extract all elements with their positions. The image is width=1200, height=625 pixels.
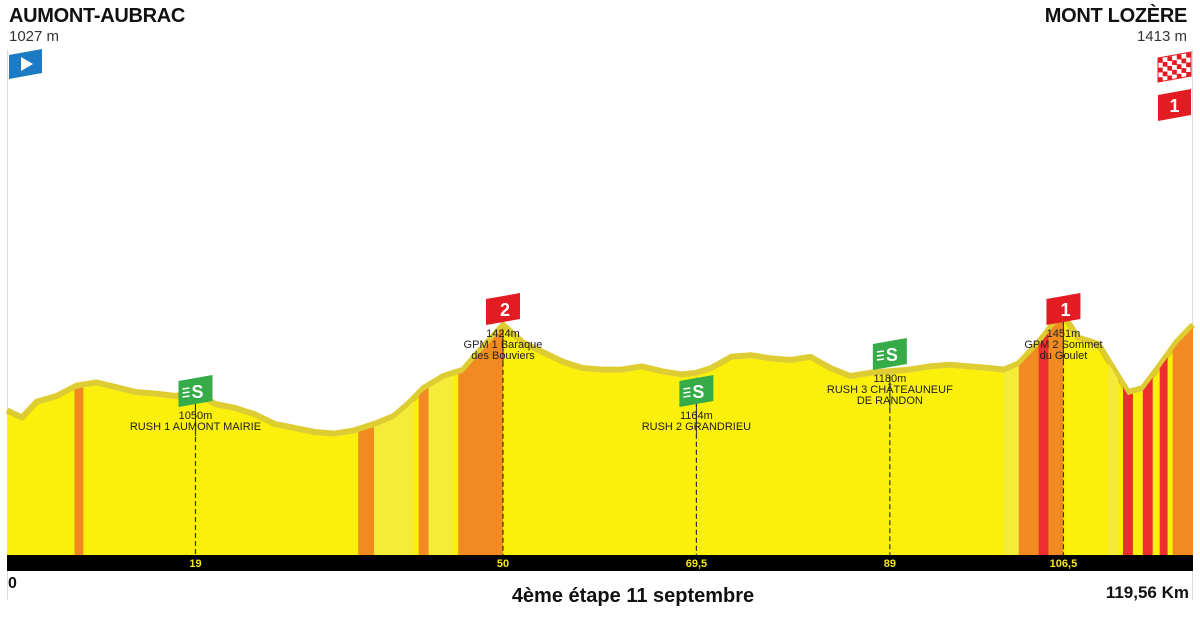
finish-category-badge: 1 [1158, 89, 1191, 121]
gradient-zone-very_steep [1123, 387, 1133, 555]
marker-altitude: 1180m [873, 373, 906, 385]
marker-badge-label: 2 [500, 300, 510, 320]
profile-area [7, 318, 1193, 555]
finish-flag-icon [1157, 51, 1192, 83]
speed-lines-icon [876, 358, 884, 361]
gradient-zone-moderate [1108, 363, 1118, 555]
gradient-zone-moderate [428, 375, 454, 555]
km-tick-label: 19 [189, 558, 201, 570]
speed-lines-icon [683, 395, 691, 398]
speed-lines-icon [683, 391, 691, 394]
marker-altitude: 1164m [680, 410, 713, 422]
distance-axis-bar [7, 555, 1193, 571]
km-tick-label: 69,5 [686, 558, 707, 570]
km-tick-label: 50 [497, 558, 509, 570]
start-flag-icon [9, 49, 42, 79]
start-city: AUMONT-AUBRAC [9, 5, 186, 27]
gradient-zone-steep [1048, 318, 1064, 555]
speed-lines-icon [182, 391, 190, 394]
finish-city: MONT LOZÈRE [1044, 5, 1188, 27]
marker-badge-label: S [191, 382, 203, 402]
marker-altitude: 1424m [486, 328, 520, 340]
gradient-zone-moderate [1003, 366, 1019, 555]
climb-category-badge [485, 293, 520, 325]
marker-badge-label: S [886, 345, 898, 365]
marker-badge-label: S [692, 382, 704, 402]
gradient-zone-steep [1018, 345, 1039, 555]
climb-category-badge [1046, 293, 1081, 325]
gradient-zone-steep [418, 388, 429, 555]
gradient-zone-very_steep [1159, 357, 1168, 555]
sprint-badge [679, 375, 714, 407]
marker-badge-label: 1 [1060, 300, 1070, 320]
distance-start-label: 0 [8, 575, 17, 592]
marker-name: RUSH 3 CHÂTEAUNEUF [827, 383, 953, 396]
km-tick-label: 89 [884, 558, 896, 570]
marker-altitude: 1050m [179, 410, 213, 422]
finish-category-number: 1 [1169, 96, 1179, 116]
finish-altitude: 1413 m [1136, 28, 1187, 45]
marker-name: GPM 2 Sommet [1024, 339, 1102, 351]
sprint-badge [872, 338, 907, 370]
speed-lines-icon [683, 387, 691, 390]
gradient-zone-moderate [374, 401, 414, 555]
marker-name: DE RANDON [857, 395, 923, 407]
speed-lines-icon [182, 395, 190, 398]
speed-lines-icon [876, 354, 884, 357]
marker-name: RUSH 2 GRANDRIEU [642, 421, 751, 433]
sprint-badge [178, 375, 213, 407]
marker-name: des Bouviers [471, 350, 535, 362]
gradient-zone-very_steep [1142, 377, 1153, 555]
marker-altitude: 1451m [1047, 328, 1081, 340]
speed-lines-icon [182, 387, 190, 390]
stage-title: 4ème étape 11 septembre [511, 585, 755, 607]
gradient-zone-steep [1172, 327, 1193, 555]
km-tick-label: 106,5 [1050, 558, 1078, 570]
speed-lines-icon [876, 350, 884, 353]
gradient-zone-steep [458, 327, 503, 555]
start-altitude: 1027 m [9, 28, 60, 45]
gradient-zone-very_steep [1038, 332, 1049, 555]
gradient-zone-steep [358, 427, 374, 555]
marker-name: RUSH 1 AUMONT MAIRIE [130, 421, 261, 433]
marker-name: GPM 1 Baraque [464, 339, 543, 351]
gradient-zone-steep [74, 387, 84, 555]
marker-name: du Goulet [1040, 350, 1088, 362]
distance-total-label: 119,56 Km [1105, 583, 1189, 602]
profile-ridge [5, 312, 1196, 437]
